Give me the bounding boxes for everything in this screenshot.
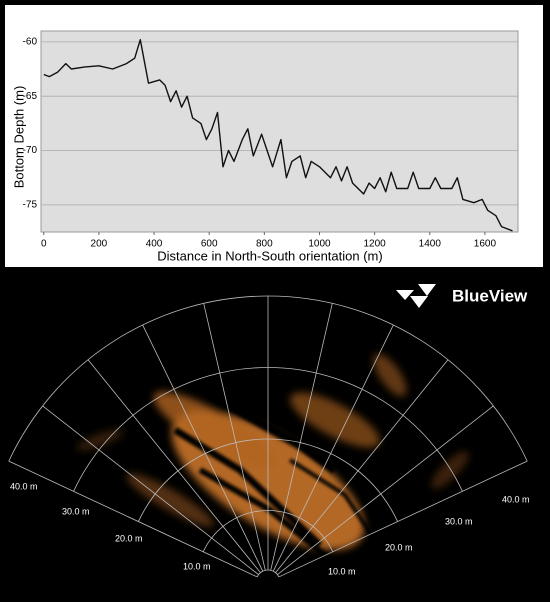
y-tick-label: -70 <box>23 145 38 156</box>
x-tick-label: 1200 <box>363 239 386 250</box>
sonar-grid <box>8 295 528 578</box>
range-label: 10.0 m <box>183 561 211 571</box>
bearing-line <box>142 324 264 572</box>
range-label: 20.0 m <box>115 533 143 543</box>
range-label: 10.0 m <box>328 566 356 576</box>
logo-text: BlueView <box>452 286 528 305</box>
y-tick-label: -60 <box>23 37 38 48</box>
bearing-line <box>278 460 528 578</box>
x-tick-label: 600 <box>201 239 218 250</box>
bearing-line <box>42 405 259 575</box>
x-tick-label: 1600 <box>474 239 497 250</box>
bearing-line <box>8 460 258 578</box>
sonar-image: 40.0 m 30.0 m 20.0 m 10.0 m 10.0 m 20.0 … <box>8 284 530 578</box>
x-axis-title: Distance in North-South orientation (m) <box>157 248 382 263</box>
depth-line <box>43 39 513 232</box>
bearing-line <box>272 324 394 572</box>
x-tick-label: 1400 <box>419 239 442 250</box>
range-label: 30.0 m <box>62 506 90 516</box>
y-tick-label: -65 <box>23 91 38 102</box>
range-label: 40.0 m <box>10 481 38 491</box>
bearing-line <box>277 405 494 575</box>
x-tick-label: 0 <box>41 239 47 250</box>
range-label: 40.0 m <box>502 494 530 504</box>
bearing-line <box>203 303 266 571</box>
y-axis-title: Bottom Depth (m) <box>11 86 26 189</box>
range-labels: 40.0 m 30.0 m 20.0 m 10.0 m 10.0 m 20.0 … <box>10 481 530 576</box>
x-tick-label: 800 <box>256 239 273 250</box>
axes: -60 -65 -70 -75 0 200 400 600 800 1000 1200 1400 160… <box>23 37 518 250</box>
x-tick-label: 200 <box>91 239 108 250</box>
range-label: 30.0 m <box>445 516 473 526</box>
x-tick-label: 1000 <box>308 239 331 250</box>
x-tick-label: 400 <box>146 239 163 250</box>
logo-icon <box>396 284 436 308</box>
bearing-line <box>270 303 333 571</box>
plot-area <box>40 30 519 233</box>
bearing-line <box>275 359 449 573</box>
range-label: 20.0 m <box>385 542 413 552</box>
y-tick-label: -75 <box>23 199 38 210</box>
bearing-line <box>87 359 261 573</box>
